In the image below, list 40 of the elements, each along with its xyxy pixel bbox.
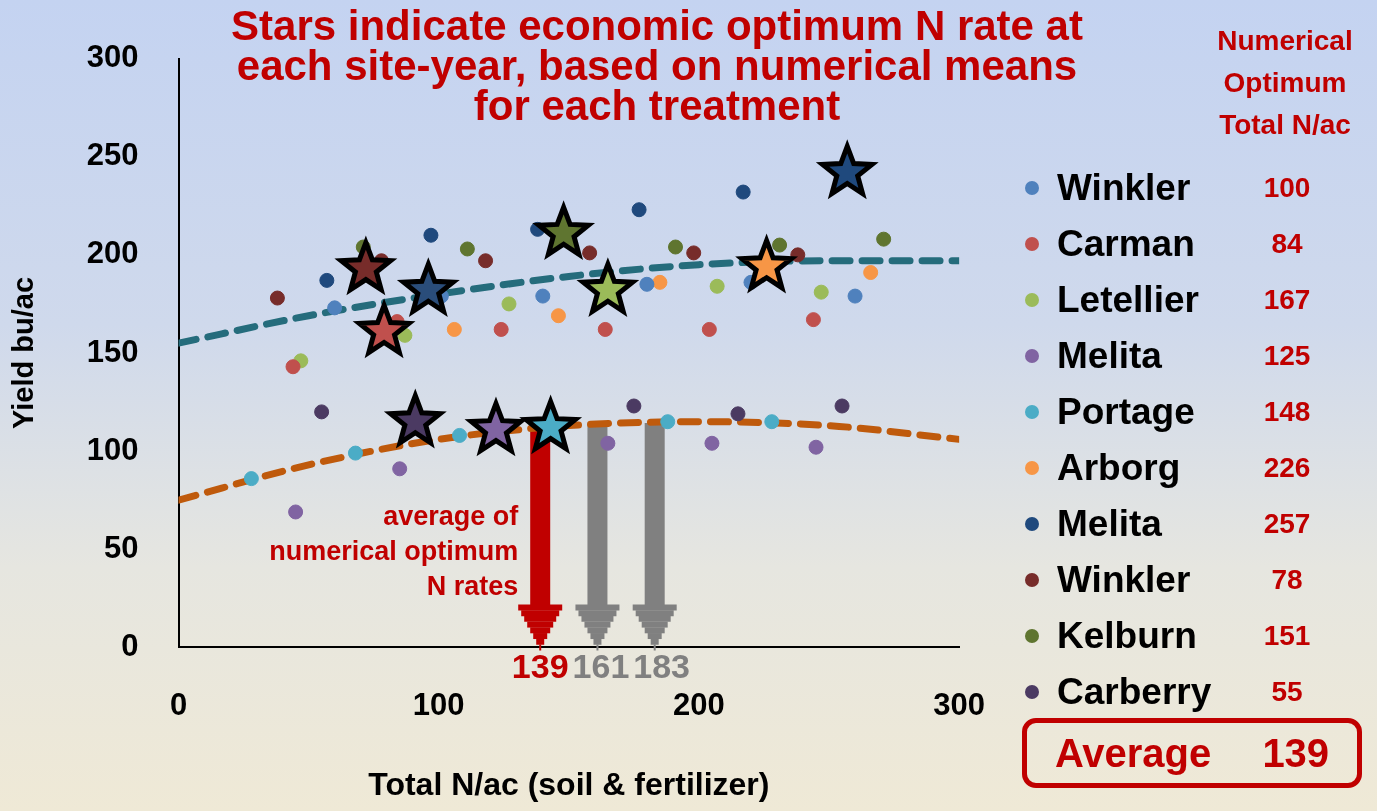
x-tick-label: 200 — [673, 686, 725, 722]
legend-label: Melita — [1057, 334, 1162, 378]
y-axis-title: Yield bu/ac — [7, 276, 40, 430]
legend-label: Carman — [1057, 222, 1195, 266]
y-tick-label: 100 — [86, 431, 139, 467]
x-axis-title: Total N/ac (soil & fertilizer) — [368, 765, 770, 802]
legend-label: Arborg — [1057, 446, 1181, 490]
legend-label: Winkler — [1057, 166, 1191, 210]
y-tick-label: 150 — [86, 333, 139, 369]
y-tick-label: 300 — [86, 39, 139, 75]
x-tick-label: 0 — [169, 686, 188, 722]
chart-title: Stars indicate economic optimum N rate at each site-year, based on numerical means for each treatment — [230, 2, 1084, 129]
text: 257 — [1262, 507, 1312, 541]
legend-title: Numerical Optimum Total N/ac — [1216, 24, 1354, 142]
ref-line-label: 161 — [572, 646, 630, 685]
legend-label: Winkler — [1057, 558, 1191, 602]
text: 78 — [1270, 563, 1304, 597]
text: 148 — [1262, 395, 1312, 429]
text: 125 — [1262, 339, 1312, 373]
text: 151 — [1262, 619, 1312, 653]
x-tick-label: 300 — [933, 686, 986, 722]
legend-label: Melita — [1057, 502, 1162, 546]
ref-line-label: 139 — [511, 646, 569, 685]
y-tick-label: 250 — [86, 137, 139, 173]
x-tick-label: 100 — [412, 686, 465, 722]
legend-label: Letellier — [1057, 278, 1199, 322]
y-tick-label: 0 — [121, 627, 139, 663]
text: 167 — [1262, 283, 1312, 317]
text: 84 — [1270, 227, 1304, 261]
text: Average 139 — [1022, 718, 1362, 788]
text: 100 — [1262, 171, 1312, 205]
annotation: average of numerical optimum N rates — [269, 500, 520, 601]
legend-label: Kelburn — [1057, 614, 1197, 658]
y-tick-label: 50 — [104, 529, 139, 565]
legend-label: Portage — [1057, 390, 1195, 434]
text: 55 — [1270, 675, 1304, 709]
legend-label: Carberry — [1057, 670, 1212, 714]
ref-line-label: 183 — [633, 646, 691, 685]
text: 226 — [1262, 451, 1312, 485]
y-tick-label: 200 — [86, 235, 139, 271]
